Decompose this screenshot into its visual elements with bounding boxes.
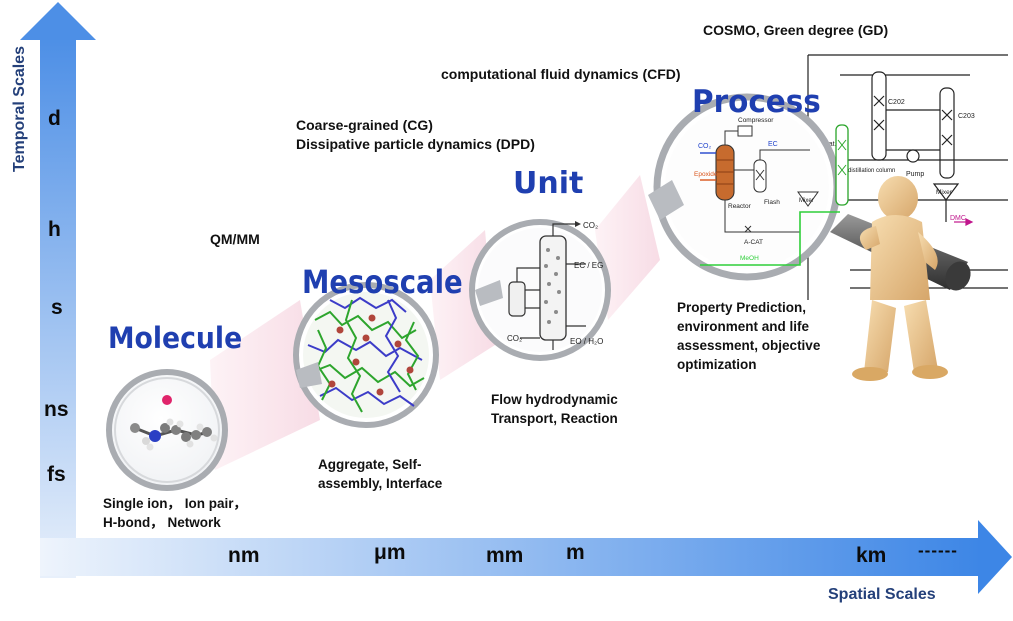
unit-desc-line1: Flow hydrodynamic <box>491 392 618 407</box>
figurine-icon <box>852 176 948 381</box>
stage-title-mesoscale: Mesoscale <box>302 263 463 301</box>
label-dist: distillation column <box>848 168 895 174</box>
spatial-tick-mm: mm <box>486 544 524 567</box>
process-description: Property Prediction, environment and lif… <box>677 298 820 374</box>
mesoscale-lens <box>293 282 439 428</box>
spatial-tick-um: μm <box>374 541 406 564</box>
temporal-axis <box>20 2 96 578</box>
stage-title-process: Process <box>692 84 821 120</box>
molecule-desc-line1: Single ion， Ion pair， <box>103 496 248 511</box>
label-reactor: Reactor <box>728 203 752 210</box>
process-desc-line3: assessment, objective <box>677 338 821 353</box>
unit-description: Flow hydrodynamic Transport, Reaction <box>491 390 618 428</box>
label-dmc: DMC <box>950 215 966 222</box>
unit-desc-line2: Transport, Reaction <box>491 411 618 426</box>
label-epoxide: Epoxide <box>694 171 718 178</box>
molecule-description: Single ion， Ion pair， H-bond， Network <box>103 494 247 532</box>
temporal-tick-d: d <box>48 107 61 130</box>
stage-title-molecule: Molecule <box>108 321 243 355</box>
process-desc-line2: environment and life <box>677 319 810 334</box>
label-c203: C203 <box>958 113 975 120</box>
label-c202: C202 <box>888 99 905 106</box>
label-compressor: Compressor <box>738 117 774 124</box>
label-co2: CO₂ <box>698 143 712 150</box>
process-lens-labels: CO₂ Epoxide Compressor EC Reactor Flash … <box>694 117 814 262</box>
method-dpd: Dissipative particle dynamics (DPD) <box>296 136 535 152</box>
process-lens <box>653 93 849 281</box>
label-ec-eg: EC / EG <box>574 261 603 270</box>
method-cg: Coarse-grained (CG) <box>296 117 433 133</box>
temporal-tick-fs: fs <box>47 463 66 486</box>
spatial-tick-m: m <box>566 541 585 564</box>
label-ec: EC <box>768 141 778 148</box>
spatial-continuation: ------ <box>918 541 958 560</box>
process-flowsheet <box>807 54 1008 300</box>
label-mixer1: Mixer <box>799 198 814 204</box>
temporal-tick-s: s <box>51 296 63 319</box>
method-cosmo: COSMO, Green degree (GD) <box>703 22 889 38</box>
temporal-tick-h: h <box>48 218 61 241</box>
process-desc-line1: Property Prediction, <box>677 300 807 315</box>
unit-lens <box>469 219 611 361</box>
label-eo-h2o: EO / H₂O <box>570 337 603 346</box>
mesoscale-desc-line1: Aggregate, Self- <box>318 457 422 472</box>
method-qm-mm: QM/MM <box>210 231 260 247</box>
spatial-axis <box>40 520 1012 594</box>
spatial-axis-label: Spatial Scales <box>828 586 936 603</box>
spatial-tick-nm: nm <box>228 544 260 567</box>
label-mixer2: Mixer <box>936 189 953 196</box>
label-acat: A-CAT <box>744 239 763 246</box>
molecule-icon <box>130 395 218 451</box>
temporal-axis-label: Temporal Scales <box>11 46 28 172</box>
label-meoh: MeOH <box>740 255 759 262</box>
spatial-tick-km: km <box>856 544 887 567</box>
label-flash: Flash <box>764 199 780 206</box>
temporal-tick-ns: ns <box>44 398 69 421</box>
label-co2-left: CO₂ <box>507 334 522 343</box>
method-cfd: computational fluid dynamics (CFD) <box>441 66 681 82</box>
label-co2-top: CO₂ <box>583 221 598 230</box>
molecule-lens <box>106 369 228 491</box>
process-desc-line4: optimization <box>677 357 757 372</box>
molecule-desc-line2: H-bond， Network <box>103 515 221 530</box>
stage-title-unit: Unit <box>513 166 584 201</box>
mesoscale-desc-line2: assembly, Interface <box>318 476 443 491</box>
mesoscale-description: Aggregate, Self- assembly, Interface <box>318 455 442 493</box>
label-pump: Pump <box>906 171 924 178</box>
unit-column-labels: CO₂ EC / EG CO₂ EO / H₂O <box>507 221 603 346</box>
